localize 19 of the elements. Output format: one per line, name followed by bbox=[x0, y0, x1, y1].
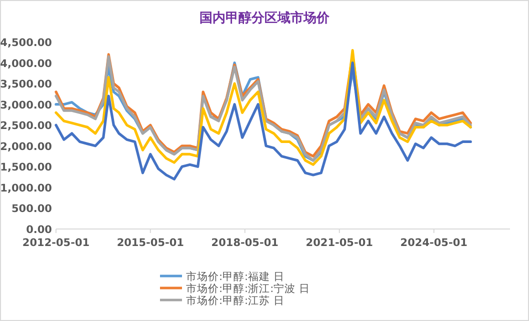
chart-title: 国内甲醇分区域市场价 bbox=[200, 10, 330, 26]
y-tick-label: 2,500.00 bbox=[0, 120, 52, 132]
x-tick-label: 2024-05-01 bbox=[400, 237, 468, 249]
legend-label: 市场价:甲醇:江苏 日 bbox=[186, 294, 284, 307]
legend-label: 市场价:甲醇:浙江:宁波 日 bbox=[186, 282, 310, 295]
y-tick-label: 0.00 bbox=[26, 224, 52, 236]
x-tick-label: 2012-05-01 bbox=[22, 237, 90, 249]
y-tick-label: 4,500.00 bbox=[0, 37, 52, 49]
y-tick-label: 4,000.00 bbox=[0, 58, 52, 70]
legend-label: 市场价:甲醇:福建 日 bbox=[186, 270, 284, 283]
x-tick-label: 2021-05-01 bbox=[306, 237, 373, 249]
y-tick-label: 1,000.00 bbox=[0, 182, 52, 194]
x-tick-label: 2015-05-01 bbox=[116, 237, 184, 249]
y-tick-label: 3,500.00 bbox=[0, 78, 52, 91]
x-tick-label: 2018-05-01 bbox=[211, 237, 278, 249]
y-tick-label: 1,500.00 bbox=[0, 162, 52, 174]
y-tick-label: 500.00 bbox=[11, 203, 52, 216]
y-tick-label: 2,000.00 bbox=[0, 140, 52, 153]
y-tick-label: 3,000.00 bbox=[0, 99, 52, 112]
